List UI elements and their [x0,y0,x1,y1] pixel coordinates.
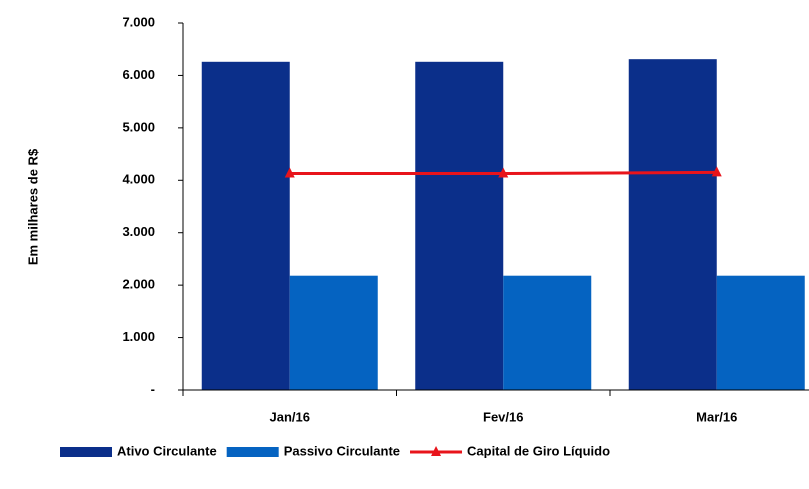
legend-label: Passivo Circulante [284,443,400,458]
bar [628,59,717,390]
line-marker [498,167,509,178]
line-marker [711,166,722,177]
bar [415,61,504,390]
y-tick-label: 1.000 [122,329,155,344]
x-tick-label: Jan/16 [270,409,310,424]
y-tick-label: 6.000 [122,67,155,82]
legend-swatch [60,447,112,457]
legend-marker [431,446,442,456]
bar [201,61,290,390]
legend-swatch [226,447,279,457]
y-tick-label: 2.000 [122,277,155,292]
bar [716,275,805,390]
y-tick-label: 3.000 [122,224,155,239]
bar [503,275,592,390]
bar [289,275,378,390]
y-tick-label: - [151,381,155,396]
legend-label: Ativo Circulante [117,443,217,458]
x-tick-label: Mar/16 [696,409,737,424]
y-tick-label: 5.000 [122,119,155,134]
legend-label: Capital de Giro Líquido [467,443,610,458]
x-tick-label: Fev/16 [483,409,523,424]
y-tick-label: 4.000 [122,172,155,187]
y-axis-label: Em milhares de R$ [25,148,40,265]
y-tick-label: 7.000 [122,14,155,29]
line-marker [284,167,295,178]
